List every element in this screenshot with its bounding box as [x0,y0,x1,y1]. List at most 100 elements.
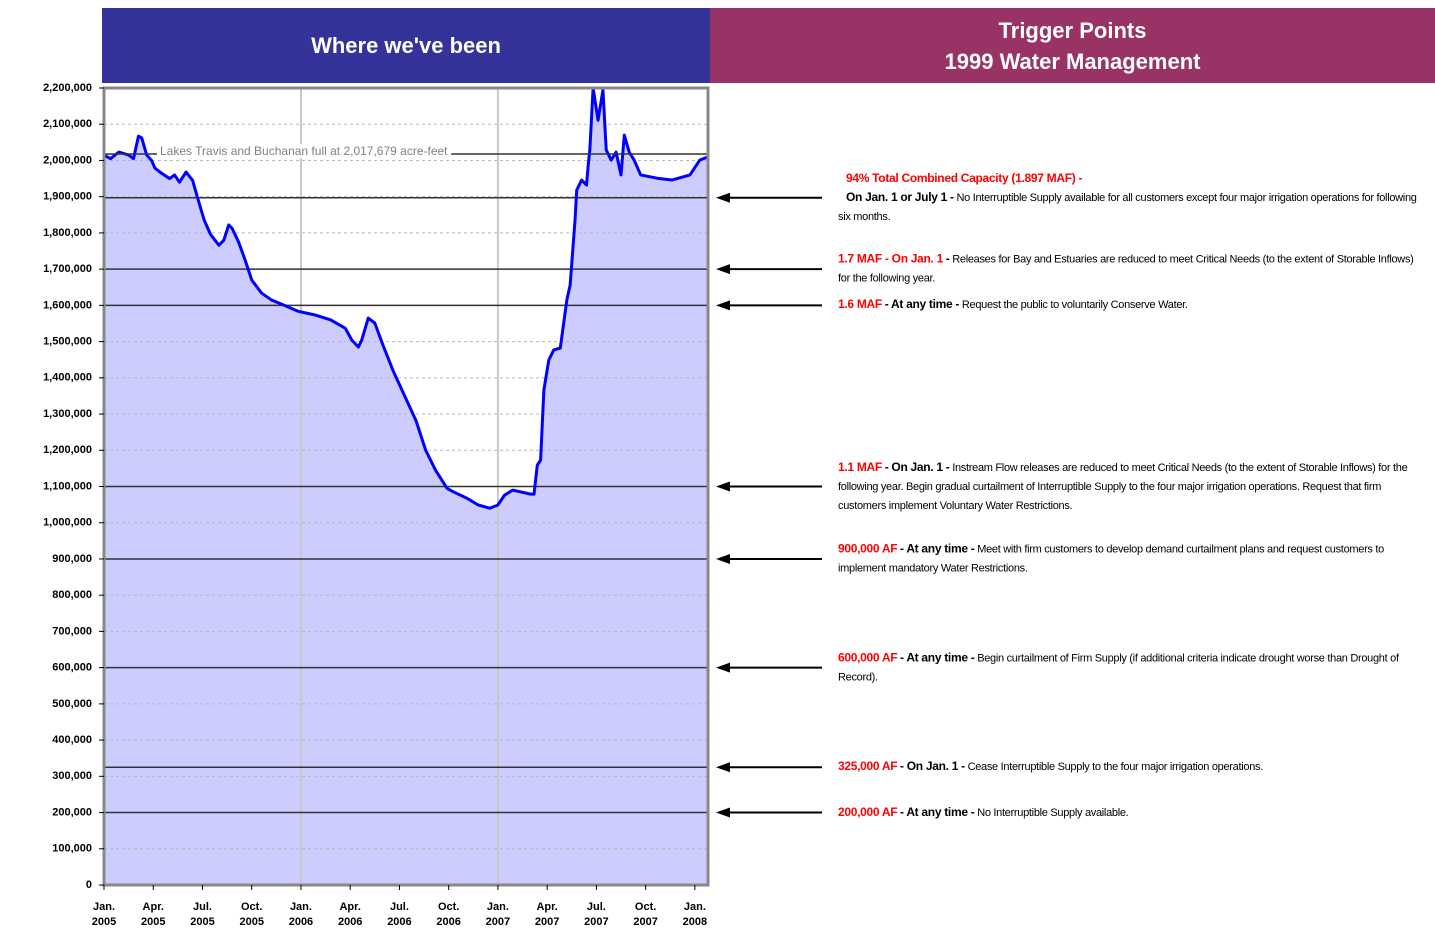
x-tick-label-line: 2005 [141,916,165,928]
y-tick-label: 1,700,000 [43,263,92,275]
x-tick-label: Jan. 2008 [683,901,707,928]
trigger-timing: On Jan. 1 or July 1 - [846,189,954,204]
trigger-annotation: 94% Total Combined Capacity (1.897 MAF) … [838,169,1428,227]
x-tick-label: Oct. 2005 [239,901,263,928]
arrow-head [716,264,730,275]
x-tick-label: Apr. 2005 [141,901,165,928]
y-tick-label: 900,000 [52,553,92,565]
y-tick-label: 2,100,000 [43,118,92,130]
arrow-head [716,192,730,203]
x-tick-label: Jan. 2006 [289,901,313,928]
x-tick-label-line: 2006 [289,916,313,928]
y-tick-label: 400,000 [52,734,92,746]
trigger-rest: - Releases for Bay and Estuaries are red… [838,251,1414,285]
x-tick-label-line: Jan. [684,901,706,913]
trigger-level: 600,000 AF [838,650,898,665]
x-tick-label: Jul. 2005 [190,901,214,928]
y-tick-label: 300,000 [52,770,92,782]
x-tick-label-line: 2007 [584,916,608,928]
trigger-annotation: 1.6 MAF - At any time - Request the publ… [838,295,1428,315]
arrow-head [716,481,730,492]
x-tick-label: Oct. 2007 [633,901,657,928]
x-tick-label-line: Oct. [438,901,459,913]
x-tick-label-line: Apr. [143,901,164,913]
trigger-rest: - At any time - Meet with firm customers… [838,541,1384,575]
trigger-text: No Interruptible Supply available for al… [838,191,1417,223]
trigger-text: Meet with firm customers to develop dema… [838,543,1384,575]
trigger-timing: - [945,251,950,266]
y-tick-label: 1,400,000 [43,372,92,384]
arrow-head [716,807,730,818]
y-tick-label: 1,300,000 [43,408,92,420]
header-text: 1999 Water Management [944,48,1201,74]
y-tick-label: 200,000 [52,806,92,818]
x-tick-label-line: 2005 [92,916,116,928]
x-tick-label-line: 2005 [190,916,214,928]
trigger-timing: - On Jan. 1 - [884,459,950,474]
trigger-annotation: 600,000 AF - At any time - Begin curtail… [838,648,1428,687]
x-tick-label: Apr. 2006 [338,901,362,928]
trigger-level: 94% Total Combined Capacity (1.897 MAF) … [846,170,1083,185]
x-tick-label-line: Apr. [339,901,360,913]
arrow-head [716,300,730,311]
x-tick-label-line: 2007 [633,916,657,928]
left-header: Where we've been [102,8,710,83]
trigger-annotation: 1.7 MAF - On Jan. 1 - Releases for Bay a… [838,250,1428,289]
trigger-timing: - At any time - [884,297,960,312]
y-tick-label: 600,000 [52,662,92,674]
x-tick-label: Oct. 2006 [436,901,460,928]
x-tick-label-line: Jan. [290,901,312,913]
arrow-head [716,662,730,673]
y-tick-label: 0 [86,879,92,891]
x-tick-label-line: Oct. [241,901,262,913]
trigger-level: 325,000 AF [838,759,898,774]
trigger-level: 1.1 MAF [838,459,882,474]
x-tick-label-line: Jul. [193,901,212,913]
full-capacity-label: Lakes Travis and Buchanan full at 2,017,… [160,144,448,158]
header-text: Trigger Points [998,17,1147,43]
trigger-timing: - At any time - [900,650,975,665]
x-tick-label-line: Oct. [635,901,656,913]
data-line [103,86,709,510]
arrow-head [716,553,730,564]
x-tick-label-line: 2007 [486,916,510,928]
x-tick-label-line: Jan. [487,901,509,913]
trigger-text: Cease Interruptible Supply to the four m… [967,761,1264,774]
x-tick-label-line: 2008 [683,916,707,928]
trigger-annotation: 1.1 MAF - On Jan. 1 - Instream Flow rele… [838,458,1428,516]
trigger-level: 900,000 AF [838,541,898,556]
trigger-timing: - At any time - [900,541,975,556]
x-tick-label: Jan. 2007 [486,901,510,928]
y-tick-label: 2,000,000 [43,154,92,166]
y-tick-label: 1,200,000 [43,444,92,456]
x-tick-label: Jan. 2005 [92,901,116,928]
x-tick-label-line: Jul. [390,901,409,913]
trigger-annotation: 200,000 AF - At any time - No Interrupti… [838,803,1428,823]
x-tick-label-line: 2005 [239,916,263,928]
trigger-text: Request the public to voluntarily Conser… [961,299,1188,312]
trigger-text: Releases for Bay and Estuaries are reduc… [838,253,1414,285]
x-tick-label: Apr. 2007 [535,901,559,928]
trigger-rest: - At any time - Request the public to vo… [884,297,1188,312]
y-tick-label: 500,000 [52,698,92,710]
x-tick-label-line: 2006 [436,916,460,928]
trigger-rest: On Jan. 1 or July 1 - No Interruptible S… [838,189,1417,223]
header-text: Where we've been [311,33,501,58]
trigger-rest: - On Jan. 1 - Instream Flow releases are… [838,459,1408,512]
trigger-rest: - At any time - Begin curtailment of Fir… [838,650,1399,683]
x-tick-label-line: Apr. [536,901,557,913]
y-tick-label: 1,100,000 [43,480,92,492]
y-tick-label: 1,600,000 [43,299,92,311]
trigger-rest: - At any time - No Interruptible Supply … [900,805,1129,819]
y-tick-label: 1,800,000 [43,227,92,239]
trigger-level: 200,000 AF [838,804,898,819]
y-tick-label: 1,000,000 [43,517,92,529]
y-tick-label: 100,000 [52,843,92,855]
trigger-annotation: 325,000 AF - On Jan. 1 - Cease Interrupt… [838,757,1428,777]
x-tick-label: Jul. 2007 [584,901,608,928]
x-tick-label-line: 2006 [338,916,362,928]
right-header: Trigger Points 1999 Water Management [710,8,1435,83]
x-tick-label-line: 2006 [387,916,411,928]
x-tick-label-line: 2007 [535,916,559,928]
